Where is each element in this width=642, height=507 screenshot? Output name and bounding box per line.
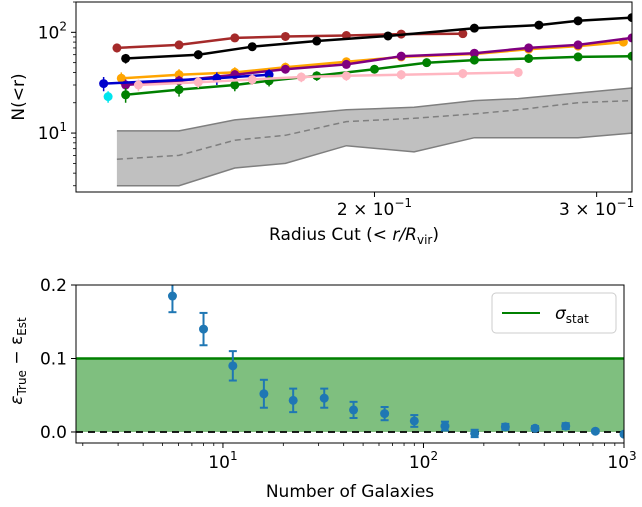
series-3-point xyxy=(174,70,184,80)
series-4-point xyxy=(341,59,351,69)
series-7-line xyxy=(138,71,519,87)
series-6-point xyxy=(627,51,632,61)
data-point xyxy=(590,426,600,436)
series-2 xyxy=(121,13,632,64)
bottom-y-tick-label: 0.1 xyxy=(40,349,67,369)
sigma-stat-band xyxy=(76,358,624,432)
series-1-point xyxy=(174,40,184,50)
data-point xyxy=(409,416,419,426)
data-point xyxy=(530,423,540,433)
top-y-axis-label: N(<r) xyxy=(9,73,29,120)
data-point xyxy=(319,393,329,403)
series-4-point xyxy=(627,33,632,43)
series-6-point xyxy=(422,58,432,68)
bottom-x-tick-label: 101 xyxy=(208,449,237,473)
series-7-point xyxy=(458,69,468,79)
data-point xyxy=(349,405,359,415)
bottom-x-ticks: 101 102 103 xyxy=(82,443,637,473)
legend: σstat xyxy=(491,292,617,334)
data-point xyxy=(561,421,571,431)
series-4-point xyxy=(573,40,583,50)
bottom-y-tick-label: 0.0 xyxy=(40,423,67,443)
series-6-point xyxy=(469,55,479,65)
series-4-point xyxy=(469,48,479,58)
series-2-point xyxy=(121,53,131,63)
bottom-y-tick-label: 0.2 xyxy=(40,276,67,296)
series-1-point xyxy=(280,31,290,41)
series-2-point xyxy=(627,13,632,23)
top-axes-frame xyxy=(75,1,633,193)
legend-box xyxy=(491,292,617,334)
bottom-y-axis-label: εTrue − εEst xyxy=(7,317,29,405)
band-lower-edge xyxy=(116,132,632,187)
data-point xyxy=(500,422,510,432)
data-point xyxy=(440,421,450,431)
top-y-tick-label: 101 xyxy=(38,120,67,144)
data-point xyxy=(380,409,390,419)
series-6-point xyxy=(174,85,184,95)
data-point xyxy=(470,428,480,438)
series-3-point xyxy=(116,73,126,83)
top-x-tick-label: 3 × 10−1 xyxy=(559,196,634,220)
series-6-point xyxy=(121,90,131,100)
band-median-line xyxy=(116,99,632,160)
series-6-point xyxy=(230,80,240,90)
series-2-point xyxy=(312,36,322,46)
series-4-point xyxy=(280,64,290,74)
series-7-point xyxy=(513,67,523,77)
top-x-tick-label: 2 × 10−1 xyxy=(337,196,412,220)
series-4-point xyxy=(396,51,406,61)
series-2-point xyxy=(573,16,583,26)
series-1-point xyxy=(112,43,122,53)
series-7-point xyxy=(396,70,406,80)
bottom-x-tick-label: 102 xyxy=(409,449,438,473)
data-point xyxy=(619,429,624,439)
series-6-point xyxy=(369,64,379,74)
series-8 xyxy=(103,91,113,103)
series-4-point xyxy=(524,43,534,53)
band-upper-edge xyxy=(116,87,632,132)
bottom-y-ticks: 0.0 0.1 0.2 xyxy=(40,276,76,443)
series-1-point xyxy=(230,33,240,43)
bottom-axes-frame xyxy=(75,284,625,444)
spread-band xyxy=(116,88,632,186)
series-6-point xyxy=(524,53,534,63)
data-point xyxy=(167,291,177,301)
data-point xyxy=(228,361,238,371)
series-6 xyxy=(121,51,632,103)
top-y-tick-label: 102 xyxy=(38,19,67,43)
series-7-point xyxy=(341,71,351,81)
bottom-x-axis-label: Number of Galaxies xyxy=(266,482,434,502)
data-point xyxy=(288,395,298,405)
legend-label-sigma-stat: σstat xyxy=(555,304,589,326)
series-7 xyxy=(133,67,523,92)
bottom-x-tick-label: 103 xyxy=(607,449,636,473)
series-2-point xyxy=(469,23,479,33)
series-7-point xyxy=(133,80,143,90)
top-y-ticks: 101 102 xyxy=(38,1,76,187)
bottom-panel: 101 102 103 0.0 0.1 0.2 σstat Number of Gala… xyxy=(7,276,637,502)
series-5-point xyxy=(99,79,109,89)
series-7-point xyxy=(296,72,306,82)
series-2-point xyxy=(383,31,393,41)
series-7-point xyxy=(193,77,203,87)
series-7-point xyxy=(247,75,257,85)
bottom-plot-area xyxy=(76,285,624,439)
series-2-point xyxy=(193,50,203,60)
top-plot-area xyxy=(99,13,632,187)
top-x-ticks: 2 × 10−1 3 × 10−1 xyxy=(337,192,634,220)
series-8-point xyxy=(103,92,113,102)
series-5-point xyxy=(264,70,274,80)
series-6-point xyxy=(573,52,583,62)
series-1-point xyxy=(458,29,468,39)
top-panel: 2 × 10−1 3 × 10−1 101 102 Radius Cut (< r/… xyxy=(9,1,634,247)
series-2-point xyxy=(247,42,257,52)
top-x-axis-label: Radius Cut (< r/Rvir) xyxy=(269,225,439,247)
data-point xyxy=(199,324,209,334)
data-point xyxy=(259,389,269,399)
series-2-point xyxy=(534,20,544,30)
